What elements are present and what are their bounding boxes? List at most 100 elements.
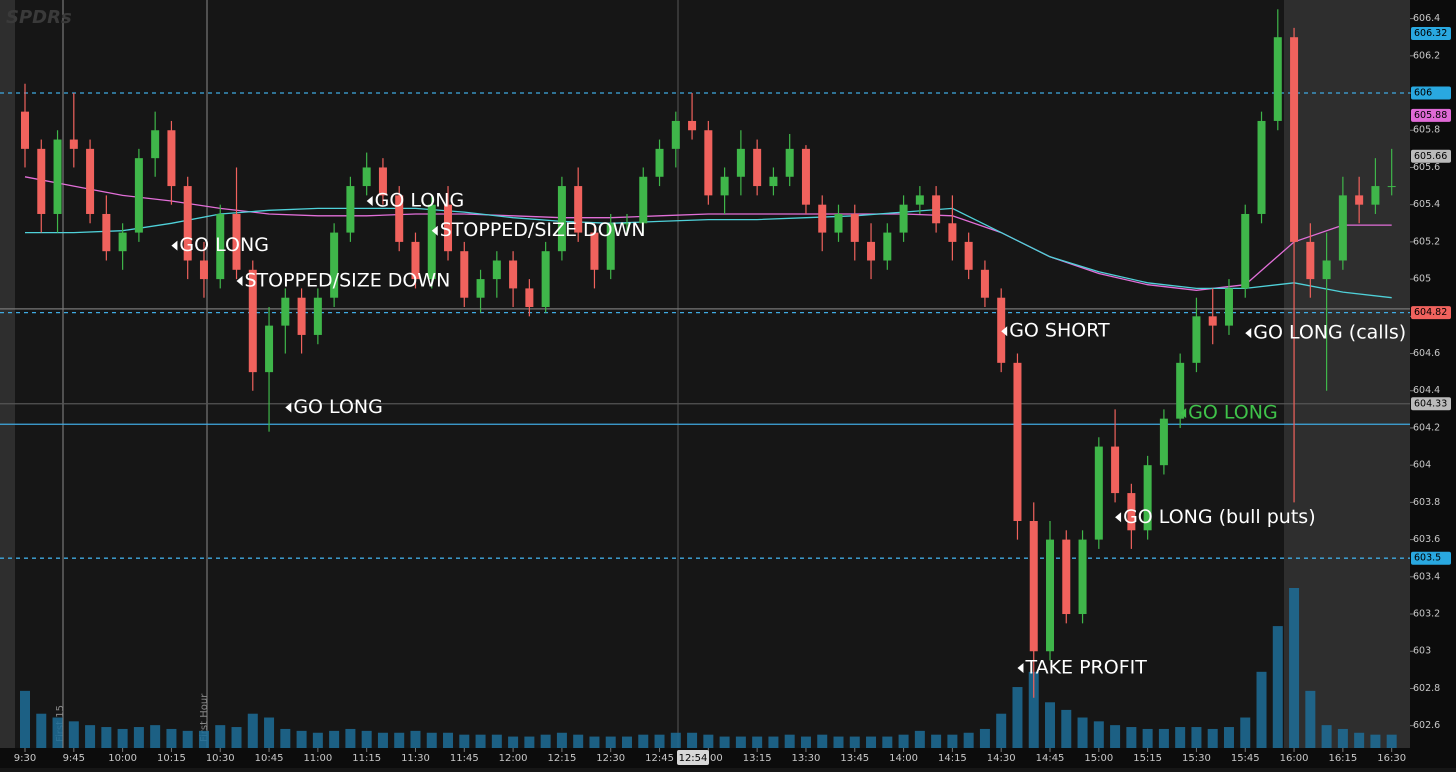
candle-body — [720, 176, 729, 196]
price-tag — [1411, 551, 1451, 565]
volume-bar — [589, 736, 600, 748]
price-tag — [1411, 149, 1451, 163]
candle-body — [801, 148, 810, 205]
volume-bar — [1077, 717, 1088, 748]
price-tag-label: 605.88 — [1414, 110, 1447, 121]
x-tick-label: 12:15 — [547, 753, 576, 764]
volume-bar — [735, 736, 746, 748]
volume-bar — [1207, 728, 1218, 748]
volume-bar — [1175, 727, 1186, 748]
candle-body — [1306, 241, 1315, 280]
price-tag — [1411, 26, 1451, 40]
volume-layer — [20, 588, 1397, 748]
candle-body — [736, 148, 745, 177]
volume-bar — [670, 732, 681, 748]
volume-bar — [752, 736, 763, 748]
x-tick-label: 12:45 — [645, 753, 674, 764]
candle-body — [1290, 37, 1299, 242]
volume-bar — [52, 717, 63, 748]
x-tick-label: 15:45 — [1231, 753, 1260, 764]
candle-body — [281, 297, 290, 326]
volume-bar — [1110, 725, 1121, 748]
candle-body — [1062, 539, 1071, 615]
volume-bar — [1158, 728, 1169, 748]
annotation-label: STOPPED/SIZE DOWN — [440, 219, 646, 241]
x-tick-label: 13:45 — [840, 753, 869, 764]
cursor-label: 12:54 — [679, 753, 708, 764]
candle-body — [541, 251, 550, 308]
candle-body — [102, 213, 111, 252]
volume-bar — [377, 732, 388, 748]
volume-bar — [198, 730, 209, 748]
candle-body — [899, 204, 908, 233]
volume-bar — [426, 732, 437, 748]
volume-bar — [621, 736, 632, 748]
session-label: First Hour — [199, 693, 210, 742]
candle-body — [1078, 539, 1087, 615]
candle-body — [395, 195, 404, 242]
candle-body — [671, 120, 680, 149]
x-tick-label: 10:00 — [108, 753, 137, 764]
x-tick-label: 14:45 — [1036, 753, 1065, 764]
candle-body — [118, 232, 127, 252]
candle-body — [1355, 195, 1364, 205]
annotation-label: GO LONG (bull puts) — [1123, 506, 1316, 528]
candle-body — [655, 148, 664, 177]
volume-bar — [36, 713, 47, 748]
y-tick-label: 605.6 — [1413, 162, 1440, 173]
candle-body — [867, 241, 876, 261]
candle-body — [1257, 120, 1266, 214]
volume-bar — [703, 734, 714, 748]
candle-body — [1029, 520, 1038, 652]
volume-bar — [784, 734, 795, 748]
x-tick-label: 16:00 — [1280, 753, 1309, 764]
candle-body — [492, 260, 501, 280]
candle-body — [622, 223, 631, 225]
candle-body — [1273, 37, 1282, 121]
candle-body — [167, 130, 176, 187]
volume-bar — [687, 732, 698, 748]
candle-body — [1127, 493, 1136, 531]
x-tick-label: 11:00 — [303, 753, 332, 764]
candle-body — [1192, 316, 1201, 363]
candle-body — [1224, 288, 1233, 326]
candle-body — [834, 213, 843, 233]
volume-bar — [849, 736, 860, 748]
volume-bar — [20, 690, 30, 748]
volume-bar — [312, 732, 323, 748]
candle-body — [964, 241, 973, 270]
x-tick-label: 10:30 — [206, 753, 235, 764]
annotation-label: GO LONG (calls) — [1253, 322, 1406, 344]
candle-body — [313, 297, 322, 335]
candle-body — [1094, 446, 1103, 540]
x-tick-label: 10:45 — [255, 753, 284, 764]
volume-bar — [1012, 687, 1023, 748]
annotation-label: TAKE PROFIT — [1024, 656, 1147, 678]
price-tag — [1411, 108, 1451, 122]
annotation-label: GO LONG — [293, 396, 383, 418]
candle-body — [1241, 213, 1250, 289]
x-tick-label: 14:30 — [987, 753, 1016, 764]
candle-body — [704, 130, 713, 196]
candle-body — [183, 186, 192, 261]
volume-bar — [182, 730, 193, 748]
x-tick-label: 16:15 — [1328, 753, 1357, 764]
x-tick-label: 15:00 — [1084, 753, 1113, 764]
volume-bar — [117, 728, 128, 748]
x-tick-label: 16:30 — [1377, 753, 1406, 764]
volume-bar — [866, 736, 877, 748]
volume-bar — [882, 736, 893, 748]
candle-body — [606, 223, 615, 270]
candle-body — [362, 167, 371, 187]
annotation-arrow — [285, 402, 292, 413]
candle-body — [915, 195, 924, 205]
volume-bar — [1289, 588, 1300, 748]
volume-bar — [443, 732, 454, 748]
volume-bar — [605, 736, 616, 748]
volume-bar — [280, 728, 291, 748]
x-tick-label: 12:30 — [596, 753, 625, 764]
plot-layer: 602.6 602.8 603 603.2 603.4 603.6 603.8 604 604.… — [0, 9, 1451, 764]
volume-bar — [1321, 725, 1332, 748]
candle-body — [330, 232, 339, 298]
